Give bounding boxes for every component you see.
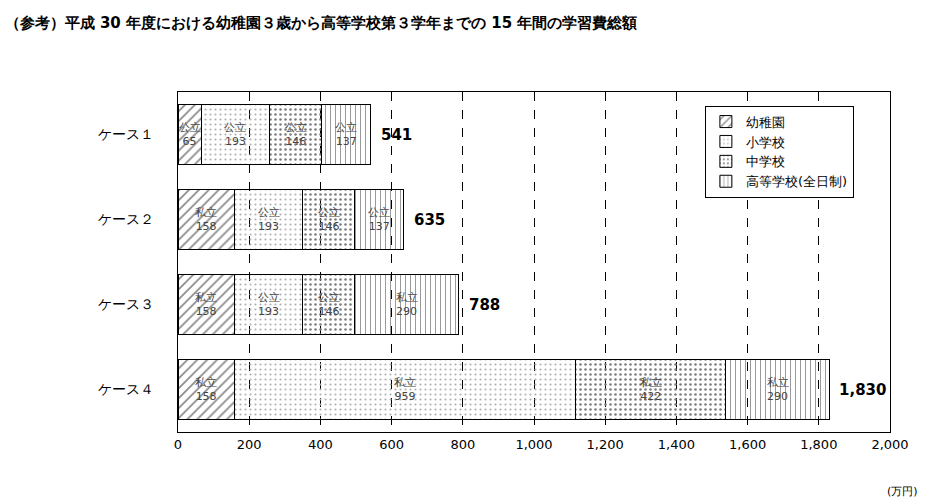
svg-text:高等学校(全日制): 高等学校(全日制) bbox=[746, 174, 847, 189]
svg-text:1,830: 1,830 bbox=[839, 381, 886, 399]
svg-text:私立158: 私立158 bbox=[195, 376, 217, 403]
svg-text:公立146: 公立146 bbox=[318, 291, 340, 318]
svg-text:私立158: 私立158 bbox=[195, 291, 217, 318]
svg-text:私立422: 私立422 bbox=[640, 376, 662, 403]
svg-text:ケース３: ケース３ bbox=[98, 296, 154, 312]
svg-text:800: 800 bbox=[450, 437, 475, 452]
svg-text:幼稚園: 幼稚園 bbox=[746, 115, 785, 130]
svg-text:200: 200 bbox=[237, 437, 262, 452]
svg-text:私立290: 私立290 bbox=[767, 376, 789, 403]
svg-text:788: 788 bbox=[469, 296, 500, 314]
svg-text:ケース２: ケース２ bbox=[98, 211, 154, 227]
svg-text:541: 541 bbox=[381, 126, 412, 144]
svg-text:公立193: 公立193 bbox=[258, 291, 280, 318]
svg-text:1,400: 1,400 bbox=[658, 437, 695, 452]
svg-text:(万円): (万円) bbox=[887, 485, 918, 498]
svg-text:0: 0 bbox=[174, 437, 182, 452]
svg-text:600: 600 bbox=[379, 437, 404, 452]
svg-text:公立65: 公立65 bbox=[179, 121, 201, 148]
svg-text:（参考）平成 30 年度における幼稚園３歳から高等学校第３学: （参考）平成 30 年度における幼稚園３歳から高等学校第３学年までの 15 年間… bbox=[5, 14, 638, 32]
svg-text:私立290: 私立290 bbox=[396, 291, 418, 318]
svg-text:ケース１: ケース１ bbox=[98, 126, 154, 142]
svg-text:公立137: 公立137 bbox=[335, 121, 357, 148]
svg-text:公立193: 公立193 bbox=[258, 206, 280, 233]
svg-text:1,000: 1,000 bbox=[515, 437, 552, 452]
svg-text:400: 400 bbox=[308, 437, 333, 452]
svg-text:1,600: 1,600 bbox=[729, 437, 766, 452]
svg-text:私立959: 私立959 bbox=[394, 376, 416, 403]
svg-text:ケース４: ケース４ bbox=[98, 381, 154, 397]
svg-text:私立158: 私立158 bbox=[195, 206, 217, 233]
svg-text:1,200: 1,200 bbox=[587, 437, 624, 452]
svg-text:635: 635 bbox=[414, 211, 445, 229]
svg-text:公立137: 公立137 bbox=[368, 206, 390, 233]
svg-text:中学校: 中学校 bbox=[746, 154, 785, 169]
svg-text:公立146: 公立146 bbox=[318, 206, 340, 233]
svg-text:小学校: 小学校 bbox=[746, 135, 785, 150]
svg-text:2,000: 2,000 bbox=[871, 437, 908, 452]
svg-text:公立146: 公立146 bbox=[285, 121, 307, 148]
svg-text:1,800: 1,800 bbox=[800, 437, 837, 452]
svg-text:公立193: 公立193 bbox=[224, 121, 246, 148]
